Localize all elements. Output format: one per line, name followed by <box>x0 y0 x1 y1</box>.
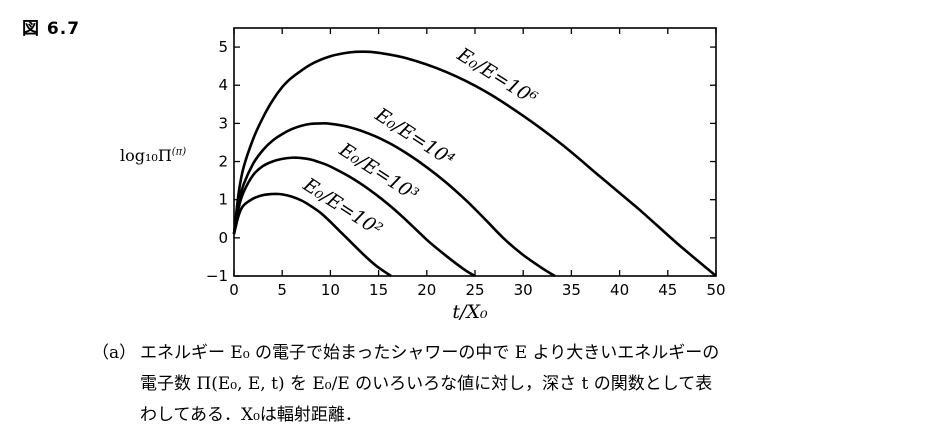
x-tick-label: 50 <box>706 281 725 299</box>
y-axis-label-sup: (π) <box>171 146 187 158</box>
x-tick-label: 30 <box>514 281 533 299</box>
series-line-0 <box>232 50 717 277</box>
x-tick-label: 25 <box>465 281 484 299</box>
y-tick-label: 3 <box>218 114 228 132</box>
series-line-2 <box>232 156 476 278</box>
caption-text-1: エネルギー E₀ の電子で始まったシャワーの中で E より大きいエネルギーの <box>140 343 720 363</box>
caption-text-3: わしてある．X₀は輻射距離． <box>140 405 362 425</box>
y-tick-label: 5 <box>218 38 228 56</box>
x-tick-label: 0 <box>229 281 239 299</box>
y-axis-label: log₁₀Π(π) <box>120 146 186 165</box>
caption-line-2: 電子数 Π(E₀, E, t) を E₀/E のいろいろな値に対し，深さ t の… <box>92 369 852 400</box>
x-tick-label: 15 <box>369 281 388 299</box>
y-tick-label: 0 <box>218 229 228 247</box>
series-line-3 <box>232 192 392 278</box>
x-axis-label: t/X₀ <box>452 301 488 323</box>
series-label-1: E₀/E=10⁴ <box>370 103 458 171</box>
y-tick-label: 4 <box>218 76 228 94</box>
x-tick-label: 5 <box>277 281 287 299</box>
y-tick-label: 2 <box>218 153 228 171</box>
caption-text-2: 電子数 Π(E₀, E, t) を E₀/E のいろいろな値に対し，深さ t の… <box>140 374 713 394</box>
x-tick-label: 35 <box>562 281 581 299</box>
caption-line-3: わしてある．X₀は輻射距離． <box>92 400 852 431</box>
figure-label: 図 6.7 <box>22 19 81 39</box>
series-group <box>232 50 717 278</box>
x-tick-label: 20 <box>417 281 436 299</box>
x-tick-label: 10 <box>321 281 340 299</box>
y-tick-label: −1 <box>206 267 228 285</box>
caption-line-1: （a） エネルギー E₀ の電子で始まったシャワーの中で E より大きいエネルギー… <box>92 338 852 369</box>
y-tick-label: 1 <box>218 191 228 209</box>
caption-tag: （a） <box>92 343 137 363</box>
x-tick-label: 45 <box>658 281 677 299</box>
y-axis-label-text: log₁₀Π <box>120 146 172 165</box>
series-line-1 <box>232 122 556 278</box>
x-tick-label: 40 <box>610 281 629 299</box>
caption: （a） エネルギー E₀ の電子で始まったシャワーの中で E より大きいエネルギー… <box>92 338 852 431</box>
